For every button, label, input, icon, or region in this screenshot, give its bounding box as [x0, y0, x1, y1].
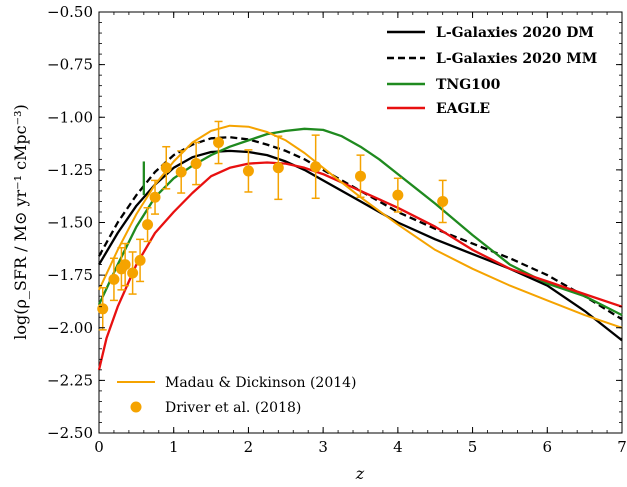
- data-point: [392, 189, 404, 201]
- legend-label-driver: Driver et al. (2018): [165, 400, 301, 416]
- data-point: [213, 137, 225, 149]
- legend-label-lgal-mm: L-Galaxies 2020 MM: [436, 51, 597, 67]
- data-point: [108, 273, 120, 285]
- series-line-0: [98, 149, 623, 342]
- x-tick-label: 7: [617, 438, 627, 456]
- data-point: [142, 219, 154, 231]
- data-point: [355, 170, 366, 182]
- data-point: [127, 267, 139, 279]
- x-tick-label: 6: [543, 438, 553, 456]
- x-tick-label: 1: [169, 438, 179, 456]
- series-layer: [97, 124, 623, 371]
- y-tick-label: −1.50: [47, 214, 93, 232]
- legend-label-lgal-dm: L-Galaxies 2020 DM: [436, 25, 594, 41]
- data-point: [119, 259, 131, 271]
- data-point: [310, 161, 322, 173]
- y-tick-label: −0.75: [47, 56, 93, 74]
- legend-top-right: L-Galaxies 2020 DM L-Galaxies 2020 MM TN…: [387, 25, 597, 117]
- y-tick-label: −1.00: [47, 108, 93, 126]
- data-point: [437, 195, 449, 207]
- x-tick-label: 2: [244, 438, 254, 456]
- y-tick-label: −2.00: [47, 319, 93, 337]
- y-axis-label: log(ρ_SFR / M⊙ yr⁻¹ cMpc⁻³): [11, 104, 30, 339]
- x-tick-label: 0: [94, 438, 104, 456]
- data-point: [272, 162, 284, 174]
- legend-label-eagle: EAGLE: [436, 101, 490, 117]
- ticks-layer: 0 1 2 3 4 5 6 7 −2.50 −2.25 −2.00 −1.75 −1.50 −1.25 −1…: [47, 3, 627, 456]
- data-point: [190, 158, 202, 170]
- x-tick-label: 4: [393, 438, 403, 456]
- plot-frame: [98, 11, 623, 434]
- x-tick-label: 3: [318, 438, 328, 456]
- data-points-layer: [97, 120, 449, 331]
- data-point: [134, 254, 146, 266]
- legend-label-tng100: TNG100: [436, 77, 501, 93]
- data-point: [160, 162, 172, 174]
- legend-label-madau: Madau & Dickinson (2014): [165, 375, 357, 391]
- series-line-2: [97, 127, 623, 317]
- data-point: [242, 165, 254, 177]
- y-tick-label: −2.25: [47, 371, 93, 389]
- y-tick-label: −2.50: [47, 424, 93, 442]
- legend-bottom-left: Madau & Dickinson (2014) Driver et al. (…: [117, 375, 357, 416]
- data-point: [175, 166, 187, 178]
- y-tick-label: −1.25: [47, 161, 93, 179]
- y-tick-label: −0.50: [47, 3, 93, 21]
- data-point: [149, 191, 161, 203]
- data-point: [97, 303, 109, 315]
- legend-marker-driver: [130, 401, 142, 413]
- y-tick-label: −1.75: [47, 266, 93, 284]
- series-line-4: [98, 124, 623, 329]
- x-axis-label: z: [355, 464, 365, 483]
- series-line-3: [97, 161, 623, 371]
- x-tick-label: 5: [468, 438, 478, 456]
